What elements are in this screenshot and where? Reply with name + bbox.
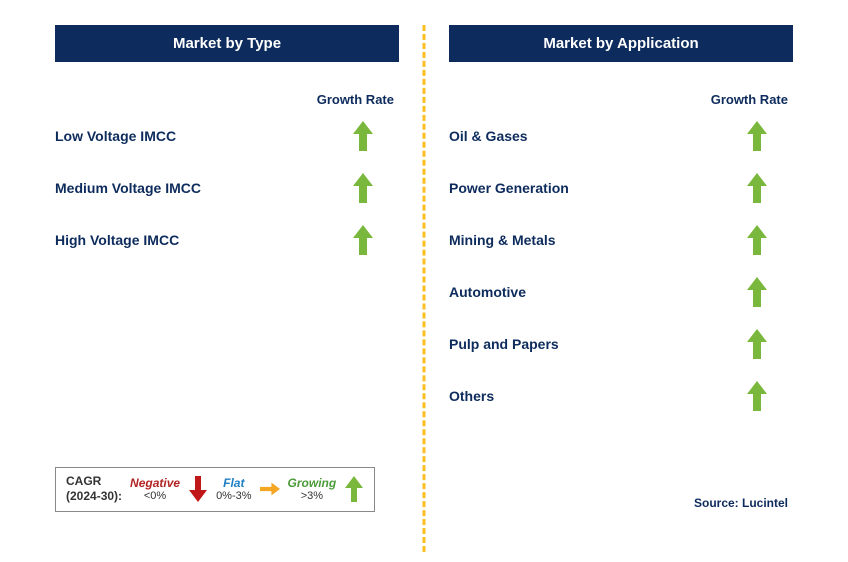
market-item-label: High Voltage IMCC [55,232,179,248]
right-panel: Market by Application Growth Rate Oil & … [424,25,818,542]
legend-box: CAGR (2024-30): Negative <0% Flat 0%-3% … [55,467,375,512]
arrow-right-icon [260,477,280,501]
market-item-row: Automotive [449,277,793,307]
market-item-label: Others [449,388,494,404]
legend-growing-title: Growing [288,476,337,490]
market-item-label: Low Voltage IMCC [55,128,176,144]
arrow-up-icon [746,173,768,203]
arrow-up-icon [352,225,374,255]
right-header: Market by Application [449,25,793,62]
market-item-row: Oil & Gases [449,121,793,151]
legend-growing-sub: >3% [301,490,323,503]
arrow-up-icon [746,121,768,151]
legend-cagr-line2: (2024-30): [66,489,122,503]
arrow-up-icon [352,121,374,151]
market-item-row: Medium Voltage IMCC [55,173,399,203]
legend-flat-sub: 0%-3% [216,490,251,503]
market-item-label: Power Generation [449,180,569,196]
arrow-down-icon [188,477,208,501]
legend-negative-sub: <0% [144,490,166,503]
market-item-row: Others [449,381,793,411]
market-item-label: Mining & Metals [449,232,556,248]
market-item-label: Medium Voltage IMCC [55,180,201,196]
infographic-container: Market by Type Growth Rate Low Voltage I… [0,0,848,562]
legend-cagr-line1: CAGR [66,474,101,488]
arrow-up-icon [344,477,364,501]
right-items-list: Oil & Gases Power Generation Mining & Meta… [449,121,793,433]
arrow-up-icon [746,225,768,255]
market-item-label: Oil & Gases [449,128,528,144]
market-item-row: High Voltage IMCC [55,225,399,255]
market-item-label: Pulp and Papers [449,336,559,352]
arrow-up-icon [746,329,768,359]
legend-negative-title: Negative [130,476,180,490]
left-panel: Market by Type Growth Rate Low Voltage I… [30,25,424,542]
market-item-row: Power Generation [449,173,793,203]
market-item-row: Pulp and Papers [449,329,793,359]
growth-rate-label: Growth Rate [55,92,399,107]
legend-growing: Growing >3% [288,476,337,504]
source-label: Source: Lucintel [694,496,788,510]
market-item-label: Automotive [449,284,526,300]
arrow-up-icon [746,381,768,411]
legend-flat: Flat 0%-3% [216,476,251,504]
market-item-row: Mining & Metals [449,225,793,255]
market-item-row: Low Voltage IMCC [55,121,399,151]
arrow-up-icon [352,173,374,203]
growth-rate-label: Growth Rate [449,92,793,107]
arrow-up-icon [746,277,768,307]
left-header: Market by Type [55,25,399,62]
left-items-list: Low Voltage IMCC Medium Voltage IMCC High … [55,121,399,277]
legend-negative: Negative <0% [130,476,180,504]
legend-flat-title: Flat [223,476,244,490]
legend-cagr-label: CAGR (2024-30): [66,474,122,505]
